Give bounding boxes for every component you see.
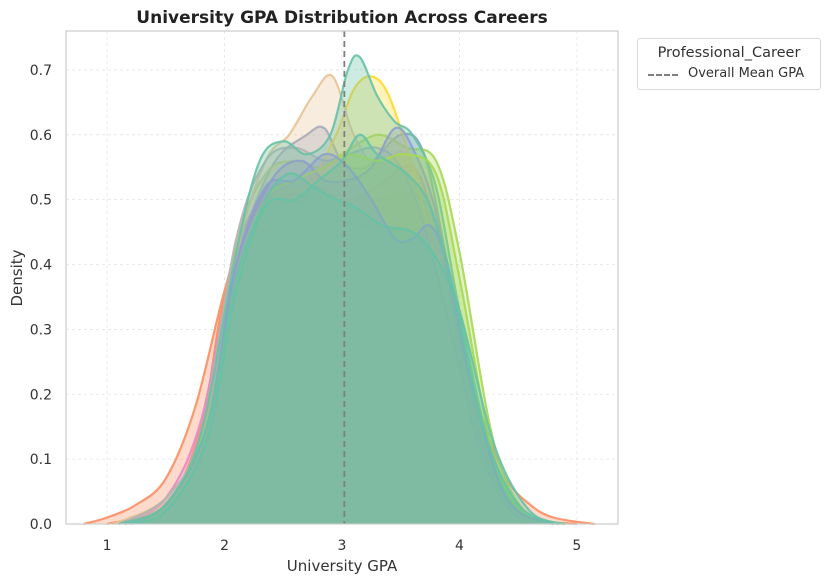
y-tick-label: 0.7	[30, 63, 52, 79]
x-tick-label: 5	[572, 538, 581, 554]
density-area-13	[124, 173, 566, 524]
legend-dashed-line-icon	[648, 74, 678, 76]
x-axis-label: University GPA	[287, 557, 398, 575]
x-tick-label: 2	[220, 538, 229, 554]
density-curve-1	[83, 191, 595, 526]
x-tick-label: 3	[338, 538, 347, 554]
y-tick-label: 0.1	[30, 452, 52, 468]
density-area-6	[124, 76, 554, 524]
density-area-8	[118, 147, 554, 524]
density-area-9	[118, 55, 560, 524]
chart-title: University GPA Distribution Across Caree…	[136, 8, 547, 28]
density-areas	[83, 54, 595, 526]
legend: Professional_Career Overall Mean GPA	[637, 38, 821, 90]
legend-entry-mean-gpa: Overall Mean GPA	[688, 66, 805, 81]
y-tick-label: 0.6	[30, 128, 52, 144]
density-area-11	[124, 153, 566, 524]
plot-frame	[65, 30, 619, 525]
y-tick-labels: 0.0 0.1 0.2 0.3 0.4 0.5 0.6 0.7	[30, 63, 52, 533]
y-tick-label: 0.2	[30, 387, 52, 403]
y-axis-label: Density	[8, 249, 26, 306]
density-area-7	[113, 74, 554, 525]
y-tick-label: 0.3	[30, 322, 52, 338]
x-tick-label: 4	[455, 538, 464, 554]
density-area-3	[124, 126, 560, 525]
legend-title: Professional_Career	[657, 45, 801, 61]
density-area-10	[124, 127, 554, 524]
x-tick-labels: 1 2 3 4 5	[103, 538, 582, 554]
density-area-1	[83, 192, 595, 525]
y-tick-label: 0.0	[30, 517, 52, 533]
density-curve-14	[130, 133, 560, 526]
density-curve-13	[124, 172, 566, 526]
y-tick-label: 0.5	[30, 193, 52, 209]
density-area-4	[124, 165, 560, 524]
density-area-2	[107, 186, 577, 524]
density-curve-9	[118, 54, 560, 526]
y-tick-label: 0.4	[30, 258, 52, 274]
density-area-14	[130, 134, 560, 524]
density-area-12	[124, 153, 554, 524]
x-tick-label: 1	[103, 538, 112, 554]
